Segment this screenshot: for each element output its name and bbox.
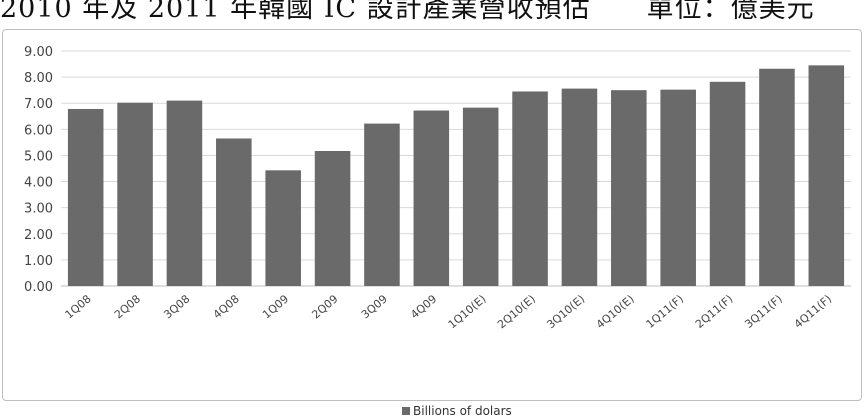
x-tick-label: 2Q10(E) [495, 292, 538, 331]
x-tick-label: 3Q08 [161, 292, 192, 321]
bar [709, 81, 746, 286]
bar-chart: 0.00 1.00 2.00 3.00 4.00 5.00 6.00 7.00 8.00 9.00… [24, 45, 851, 331]
x-tick-label: 3Q10(E) [544, 292, 587, 331]
bar [512, 91, 548, 286]
x-tick-label: 2Q09 [309, 292, 340, 321]
bar [561, 88, 598, 286]
bar [314, 151, 351, 286]
x-tick-label: 4Q09 [408, 292, 439, 321]
bar [660, 89, 696, 286]
bars [67, 65, 845, 287]
x-tick-label: 1Q10(E) [446, 292, 489, 331]
x-axis-ticks: 1Q08 2Q08 3Q08 4Q08 1Q09 2Q09 3Q09 4Q09 1Q10(E) 2… [63, 292, 835, 331]
x-tick-label: 2Q11(F) [693, 292, 736, 331]
bar [265, 170, 301, 286]
y-tick-label: 3.00 [24, 202, 53, 217]
y-tick-label: 7.00 [24, 97, 53, 112]
legend: Billions of dolars [402, 404, 512, 418]
x-tick-label: 2Q08 [112, 292, 143, 321]
bar [611, 90, 647, 286]
bar [462, 107, 499, 287]
chart-frame: 0.00 1.00 2.00 3.00 4.00 5.00 6.00 7.00 8.00 9.00… [2, 29, 862, 418]
x-tick-label: 1Q11(F) [644, 292, 687, 331]
x-tick-label: 4Q11(F) [792, 292, 835, 331]
bar [216, 138, 252, 286]
y-tick-label: 2.00 [24, 228, 53, 243]
x-tick-label: 3Q09 [359, 292, 390, 321]
y-tick-label: 4.00 [24, 176, 53, 191]
bar [166, 100, 203, 286]
bar [808, 65, 845, 286]
x-tick-label: 3Q11(F) [742, 292, 785, 331]
bar [364, 123, 400, 286]
bar [759, 68, 795, 286]
y-tick-label: 9.00 [24, 45, 53, 60]
y-tick-label: 0.00 [24, 280, 53, 295]
y-tick-label: 1.00 [24, 254, 53, 269]
x-tick-label: 4Q10(E) [594, 292, 637, 331]
bar [67, 108, 104, 286]
x-tick-label: 1Q09 [260, 292, 291, 321]
bar [117, 102, 153, 286]
bar [413, 110, 450, 287]
y-tick-label: 5.00 [24, 149, 53, 164]
legend-label: Billions of dolars [413, 404, 512, 418]
x-tick-label: 4Q08 [211, 292, 242, 321]
y-tick-label: 6.00 [24, 123, 53, 138]
legend-swatch [402, 407, 410, 415]
y-tick-label: 8.00 [24, 71, 53, 86]
y-axis-ticks: 0.00 1.00 2.00 3.00 4.00 5.00 6.00 7.00 8.00 9.00 [24, 45, 53, 295]
header-caption: 2010 年及 2011 年韓國 IC 設計產業營收預估 單位：億美元 [0, 0, 815, 24]
x-tick-label: 1Q08 [63, 292, 94, 321]
